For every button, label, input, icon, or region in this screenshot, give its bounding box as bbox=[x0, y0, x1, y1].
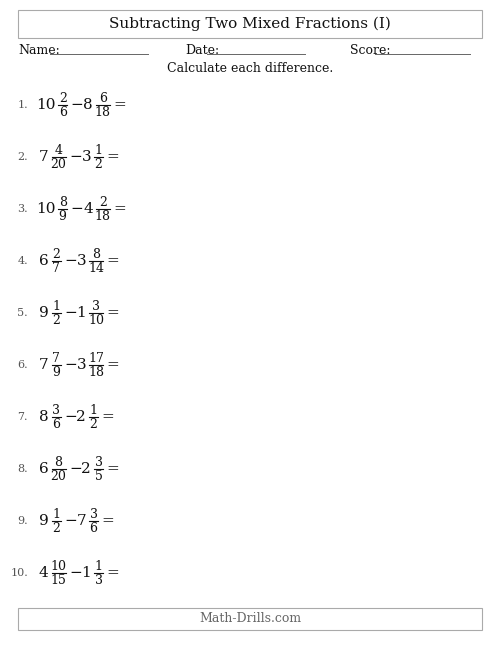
Text: 2: 2 bbox=[94, 157, 102, 171]
Text: −: − bbox=[64, 514, 77, 528]
Text: 6: 6 bbox=[90, 521, 98, 534]
Bar bbox=[18, 10, 482, 38]
Text: 1.: 1. bbox=[18, 100, 28, 110]
Text: 2: 2 bbox=[99, 195, 106, 208]
Text: =: = bbox=[114, 98, 126, 112]
Text: 1: 1 bbox=[94, 144, 102, 157]
Text: 20: 20 bbox=[50, 157, 66, 171]
Text: 9: 9 bbox=[39, 306, 48, 320]
Text: 5.: 5. bbox=[18, 308, 28, 318]
Text: 6: 6 bbox=[39, 462, 48, 476]
Text: 8: 8 bbox=[92, 248, 100, 261]
Text: 1: 1 bbox=[94, 560, 102, 573]
Text: 2: 2 bbox=[52, 521, 60, 534]
Text: 2: 2 bbox=[52, 248, 60, 261]
Text: 2: 2 bbox=[52, 314, 60, 327]
Text: 18: 18 bbox=[94, 105, 110, 118]
Text: −: − bbox=[64, 410, 77, 424]
Text: 10: 10 bbox=[36, 98, 55, 112]
Text: −: − bbox=[64, 306, 77, 320]
Text: 6: 6 bbox=[39, 254, 48, 268]
Text: 15: 15 bbox=[50, 573, 66, 586]
Text: 10: 10 bbox=[36, 202, 55, 216]
Text: 4: 4 bbox=[39, 566, 48, 580]
Text: 3: 3 bbox=[76, 358, 86, 372]
Text: 6: 6 bbox=[52, 417, 60, 430]
Text: 8: 8 bbox=[39, 410, 48, 424]
Text: Math-Drills.com: Math-Drills.com bbox=[199, 613, 301, 626]
Text: =: = bbox=[102, 410, 114, 424]
Text: 1: 1 bbox=[90, 404, 98, 417]
Text: 2: 2 bbox=[90, 417, 98, 430]
Text: 4.: 4. bbox=[18, 256, 28, 266]
Text: −: − bbox=[64, 254, 77, 268]
Bar bbox=[18, 608, 482, 630]
Text: 8: 8 bbox=[83, 98, 93, 112]
Text: =: = bbox=[114, 202, 126, 216]
Text: 20: 20 bbox=[50, 470, 66, 483]
Text: 1: 1 bbox=[76, 306, 86, 320]
Text: 2.: 2. bbox=[18, 152, 28, 162]
Text: 5: 5 bbox=[94, 470, 102, 483]
Text: 8.: 8. bbox=[18, 464, 28, 474]
Text: −: − bbox=[71, 202, 84, 216]
Text: 3: 3 bbox=[76, 254, 86, 268]
Text: 2: 2 bbox=[82, 462, 91, 476]
Text: −: − bbox=[69, 462, 82, 476]
Text: 7: 7 bbox=[52, 261, 60, 274]
Text: Score:: Score: bbox=[350, 43, 391, 56]
Text: 3: 3 bbox=[52, 404, 60, 417]
Text: 8: 8 bbox=[54, 455, 62, 468]
Text: =: = bbox=[106, 566, 120, 580]
Text: =: = bbox=[106, 254, 120, 268]
Text: Calculate each difference.: Calculate each difference. bbox=[167, 61, 333, 74]
Text: 3: 3 bbox=[90, 507, 98, 520]
Text: 18: 18 bbox=[94, 210, 110, 223]
Text: 17: 17 bbox=[88, 351, 104, 364]
Text: 7: 7 bbox=[39, 358, 48, 372]
Text: −: − bbox=[71, 98, 84, 112]
Text: 10: 10 bbox=[50, 560, 66, 573]
Text: 4: 4 bbox=[54, 144, 62, 157]
Text: =: = bbox=[106, 462, 120, 476]
Text: 3: 3 bbox=[94, 455, 102, 468]
Text: 3: 3 bbox=[82, 150, 91, 164]
Text: −: − bbox=[69, 150, 82, 164]
Text: 4: 4 bbox=[83, 202, 93, 216]
Text: 1: 1 bbox=[52, 507, 60, 520]
Text: 14: 14 bbox=[88, 261, 104, 274]
Text: −: − bbox=[64, 358, 77, 372]
Text: 18: 18 bbox=[88, 366, 104, 378]
Text: 7.: 7. bbox=[18, 412, 28, 422]
Text: 8: 8 bbox=[58, 195, 66, 208]
Text: =: = bbox=[106, 150, 120, 164]
Text: 6: 6 bbox=[98, 91, 106, 105]
Text: 10: 10 bbox=[88, 314, 104, 327]
Text: 9: 9 bbox=[39, 514, 48, 528]
Text: 9: 9 bbox=[58, 210, 66, 223]
Text: 7: 7 bbox=[76, 514, 86, 528]
Text: =: = bbox=[106, 306, 120, 320]
Text: 3.: 3. bbox=[18, 204, 28, 214]
Text: 10.: 10. bbox=[10, 568, 28, 578]
Text: 2: 2 bbox=[76, 410, 86, 424]
Text: 3: 3 bbox=[92, 300, 100, 313]
Text: −: − bbox=[69, 566, 82, 580]
Text: 3: 3 bbox=[94, 573, 102, 586]
Text: 6.: 6. bbox=[18, 360, 28, 370]
Text: 7: 7 bbox=[52, 351, 60, 364]
Text: =: = bbox=[102, 514, 114, 528]
Text: =: = bbox=[106, 358, 120, 372]
Text: 9: 9 bbox=[52, 366, 60, 378]
Text: 1: 1 bbox=[52, 300, 60, 313]
Text: Date:: Date: bbox=[185, 43, 219, 56]
Text: 1: 1 bbox=[82, 566, 91, 580]
Text: 9.: 9. bbox=[18, 516, 28, 526]
Text: 2: 2 bbox=[58, 91, 66, 105]
Text: Name:: Name: bbox=[18, 43, 60, 56]
Text: 7: 7 bbox=[39, 150, 48, 164]
Text: 6: 6 bbox=[58, 105, 66, 118]
Text: Subtracting Two Mixed Fractions (I): Subtracting Two Mixed Fractions (I) bbox=[109, 17, 391, 31]
